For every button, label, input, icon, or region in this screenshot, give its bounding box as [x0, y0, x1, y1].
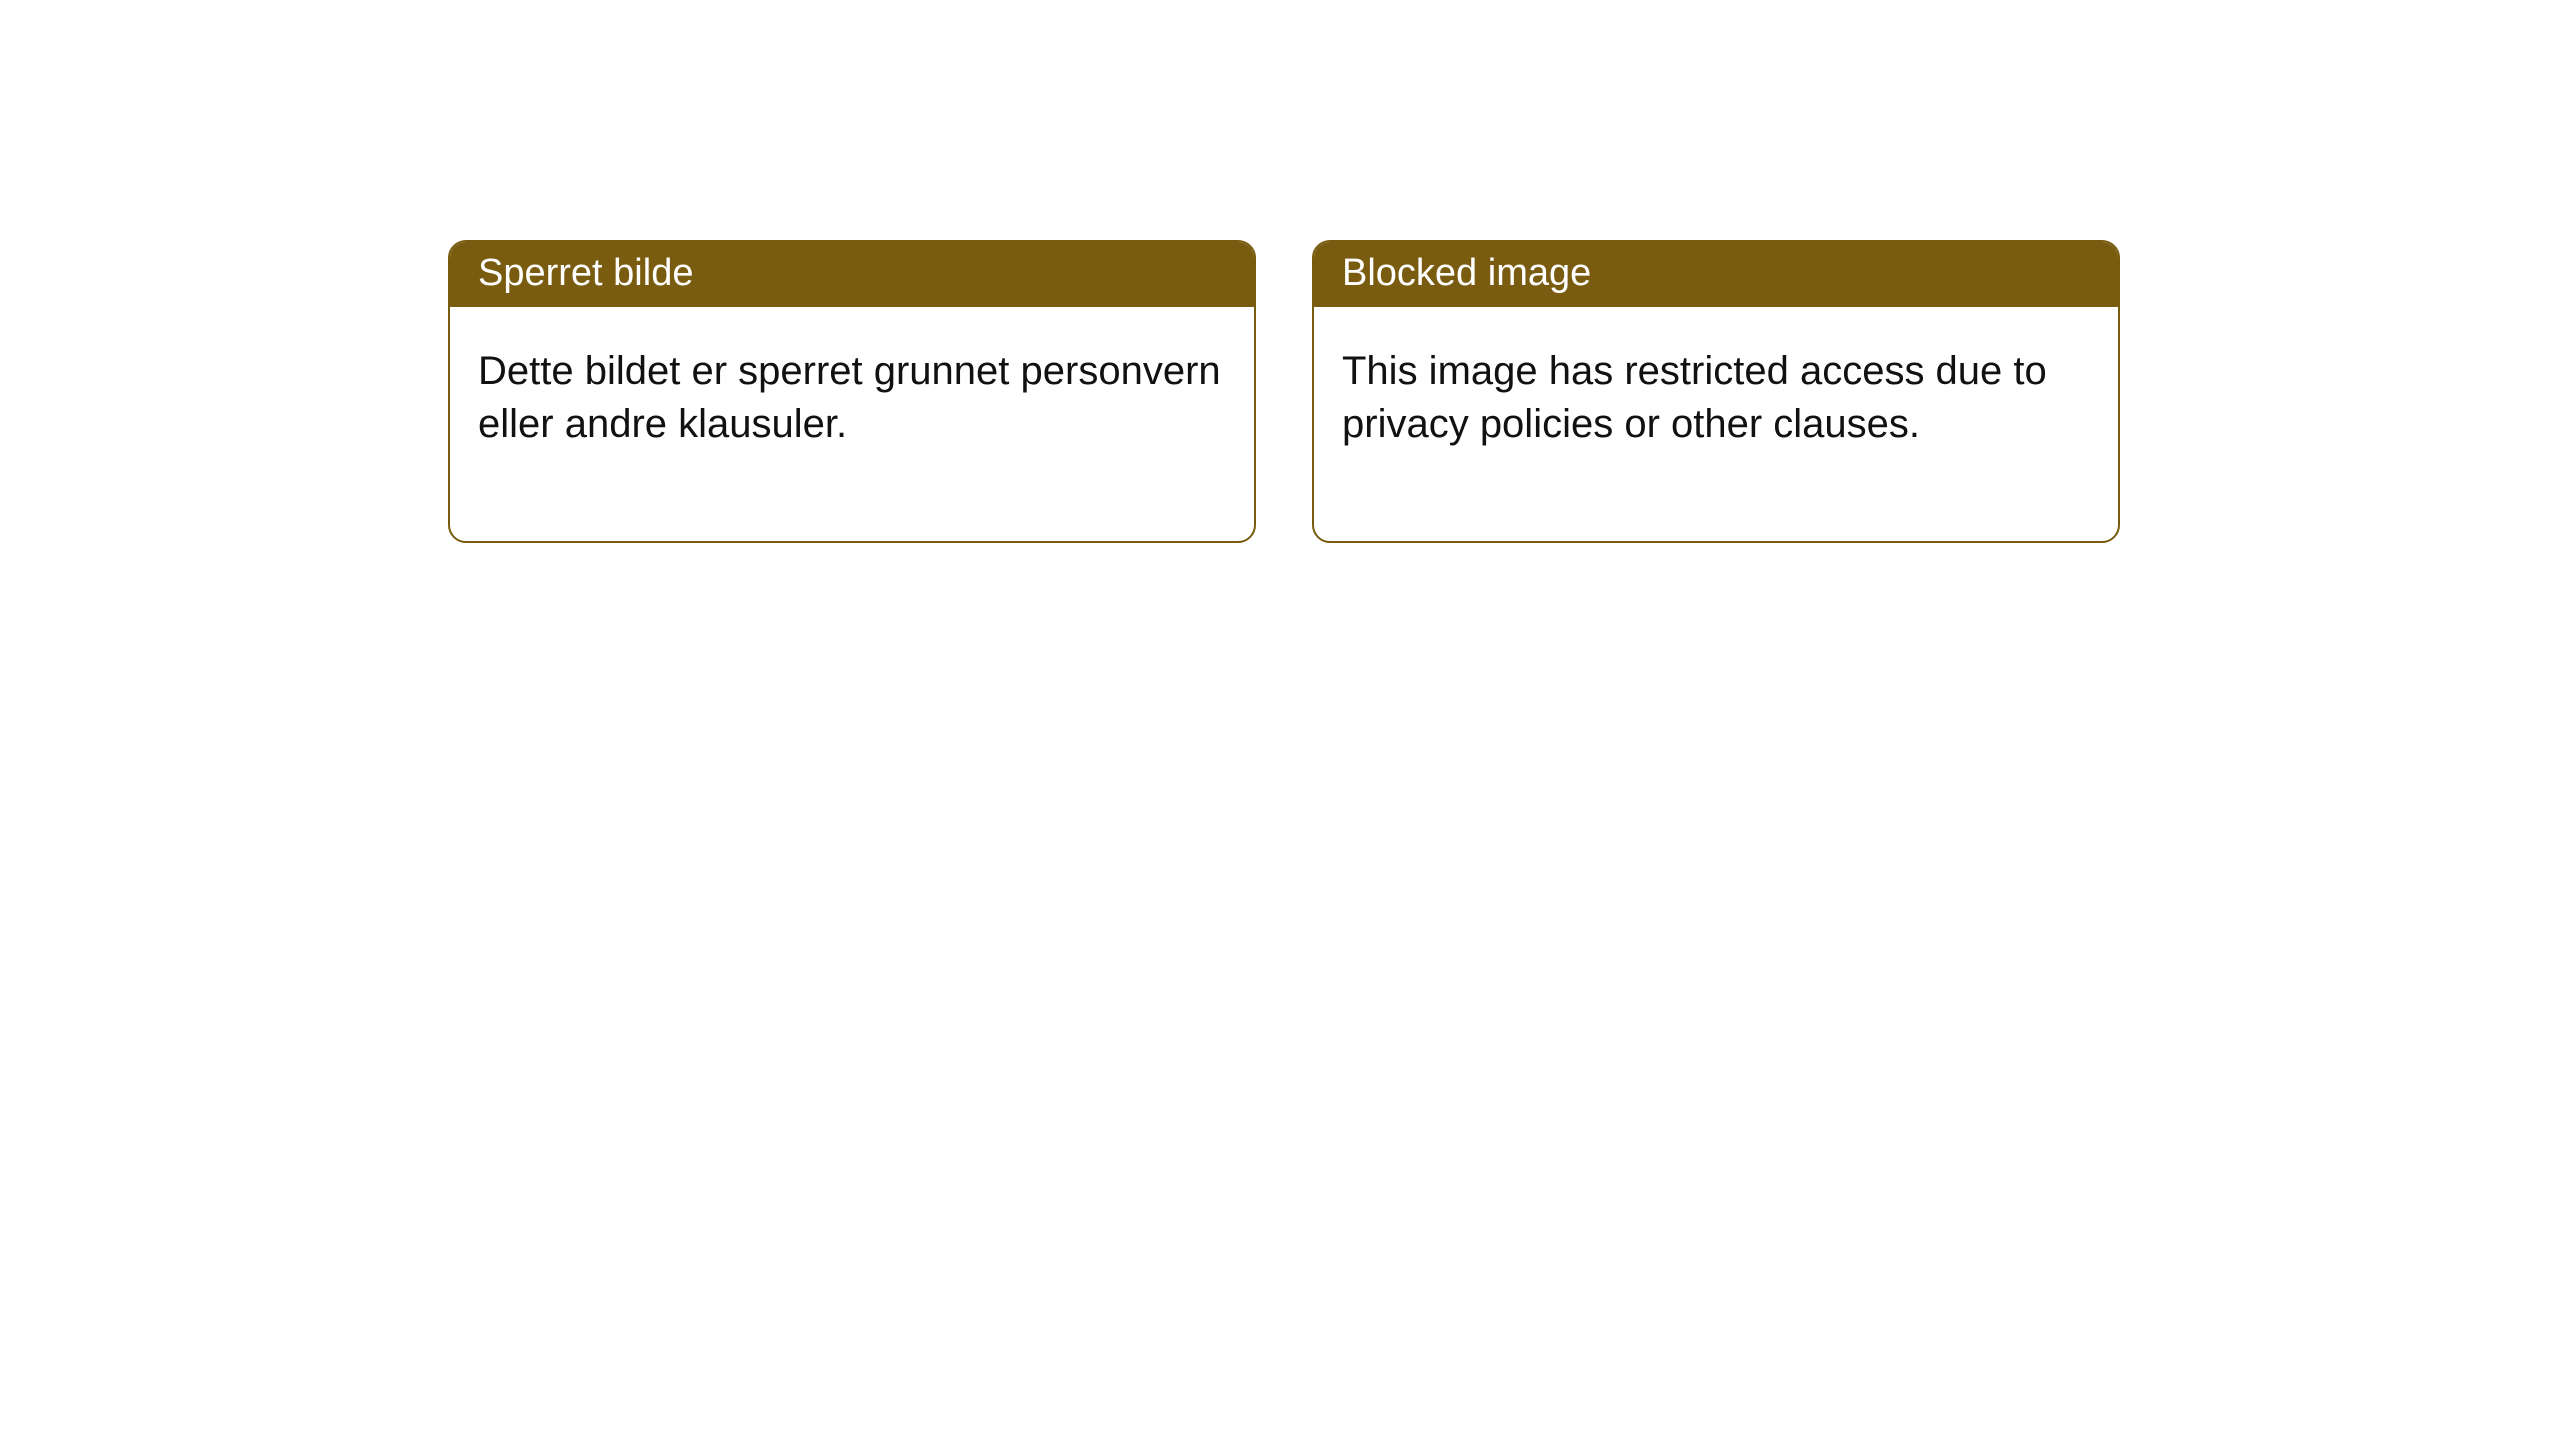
notice-title: Sperret bilde: [450, 242, 1254, 307]
notice-card-english: Blocked image This image has restricted …: [1312, 240, 2120, 543]
notice-body: Dette bildet er sperret grunnet personve…: [450, 307, 1254, 541]
notice-body: This image has restricted access due to …: [1314, 307, 2118, 541]
notice-title: Blocked image: [1314, 242, 2118, 307]
notice-container: Sperret bilde Dette bildet er sperret gr…: [448, 240, 2120, 543]
notice-card-norwegian: Sperret bilde Dette bildet er sperret gr…: [448, 240, 1256, 543]
